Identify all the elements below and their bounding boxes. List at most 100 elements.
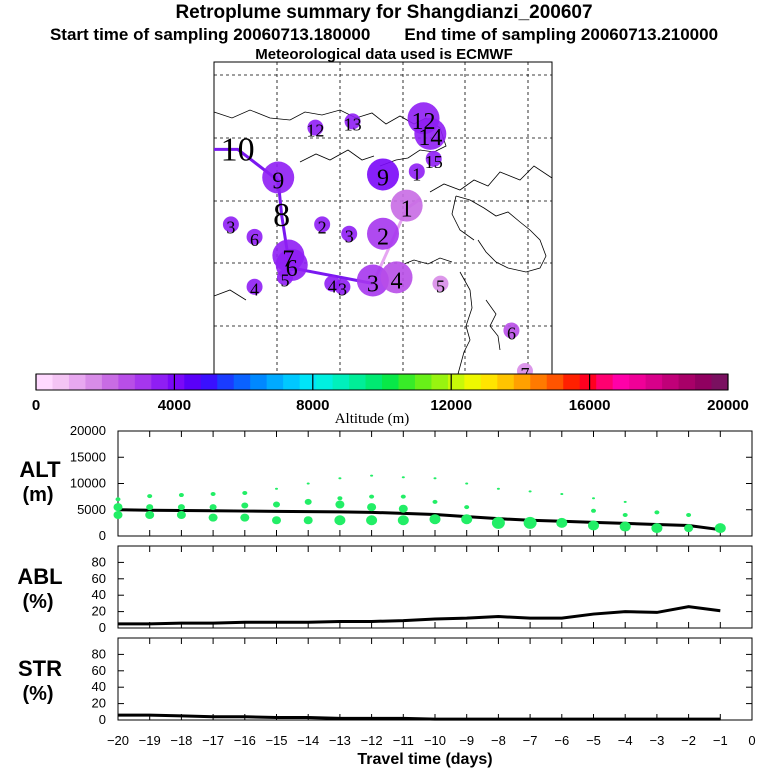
plume-cluster: [341, 225, 358, 242]
altitude-dot: [147, 494, 153, 499]
day-label: 13: [344, 114, 362, 134]
colorbar-ticks: 0 4000 8000 12000 16000 20000: [32, 374, 749, 414]
colorbar-cell: [497, 374, 515, 390]
colorbar-cell: [382, 374, 399, 390]
altitude-dot: [397, 515, 409, 526]
altitude-dot: [654, 510, 660, 515]
altitude-dot: [146, 504, 154, 511]
colorbar-cell: [52, 374, 70, 390]
altitude-dot: [335, 500, 345, 509]
x-tick-label: −9: [459, 733, 474, 748]
colorbar-cell: [283, 374, 301, 390]
altitude-dot: [115, 497, 121, 502]
altitude-dot: [684, 524, 694, 533]
altitude-dot: [241, 502, 249, 509]
altitude-dot: [432, 499, 438, 504]
colorbar-cell: [662, 374, 680, 390]
altitude-dot: [177, 504, 185, 511]
day-label: 1: [401, 197, 413, 223]
y-tick-label: 60: [92, 663, 106, 678]
altitude-dot: [592, 497, 595, 500]
day-label: 6: [286, 256, 298, 282]
colorbar-cell: [398, 374, 416, 390]
panel-unit-label: (%): [22, 591, 53, 613]
x-tick-label: −14: [297, 733, 319, 748]
plume-cluster: [503, 322, 520, 339]
series-line: [118, 713, 721, 721]
colorbar-cell: [151, 374, 169, 390]
colorbar-tick-label: 8000: [296, 397, 329, 414]
end-time-label: End time of sampling 20060713.210000: [404, 25, 719, 44]
day-label: 2: [318, 217, 327, 237]
start-time-label: Start time of sampling 20060713.180000: [49, 25, 371, 44]
day-label: 6: [507, 323, 516, 343]
colorbar-cell: [266, 374, 284, 390]
series-line: [117, 508, 721, 532]
colorbar-cell: [513, 374, 531, 390]
day-label: 14: [418, 125, 442, 151]
colorbar-cell: [184, 374, 202, 390]
y-tick-label: 15000: [70, 449, 106, 464]
altitude-dot: [400, 494, 406, 499]
altitude-dot: [591, 508, 596, 513]
altitude-dot: [686, 513, 692, 517]
plume-cluster: [276, 269, 293, 286]
plume-cluster: [246, 228, 263, 245]
colorbar-cell: [101, 374, 119, 390]
plume-cluster: [262, 161, 295, 194]
y-tick-label: 40: [92, 679, 106, 694]
x-tick-label: −16: [234, 733, 256, 748]
x-tick-label: −1: [713, 733, 728, 748]
y-tick-label: 5000: [77, 502, 106, 517]
colorbar-cell: [299, 374, 317, 390]
x-tick-label: −10: [424, 733, 446, 748]
colorbar-tick-label: 16000: [569, 397, 611, 414]
panel-alt: 0 5000 10000 15000 20000 ALT(m): [19, 423, 753, 543]
colorbar-cell: [695, 374, 713, 390]
y-tick-label: 10000: [70, 476, 106, 491]
altitude-dot: [398, 504, 408, 513]
x-tick-label: −17: [202, 733, 224, 748]
plume-cluster: [314, 216, 331, 233]
altitude-dot: [334, 515, 346, 526]
day-label: 4: [328, 277, 337, 297]
altitude-dot: [464, 505, 470, 510]
colorbar-cell: [546, 374, 564, 390]
altitude-dot: [275, 487, 278, 490]
day-label: 4: [391, 268, 403, 294]
y-tick-label: 80: [92, 646, 106, 661]
day-label: 12: [306, 121, 324, 141]
altitude-dot: [619, 521, 631, 532]
altitude-dot: [240, 513, 250, 522]
colorbar-cell: [612, 374, 630, 390]
day-label: 9: [272, 168, 284, 194]
colorbar-cell: [332, 374, 350, 390]
y-tick-label: 20: [92, 604, 106, 619]
map-coastlines: [213, 109, 553, 375]
x-tick-label: −6: [554, 733, 569, 748]
plume-cluster: [380, 261, 413, 294]
day-label: 9: [377, 165, 389, 191]
altitude-dot: [338, 477, 342, 480]
day-label: 3: [226, 217, 235, 237]
panel-frame: [117, 637, 753, 721]
x-tick-label: −11: [393, 733, 414, 748]
altitude-dot: [429, 514, 441, 525]
colorbar-cell: [629, 374, 647, 390]
colorbar-cell: [85, 374, 103, 390]
colorbar-tick-label: 20000: [707, 397, 749, 414]
y-tick-label: 20: [92, 696, 106, 711]
altitude-dot: [273, 501, 280, 508]
x-tick-label: −20: [107, 733, 129, 748]
colorbar-cell: [118, 374, 136, 390]
plume-cluster: [344, 113, 361, 130]
day-label: 5: [280, 270, 289, 290]
colorbar-cell: [678, 374, 696, 390]
y-tick-label: 20000: [70, 423, 106, 438]
colorbar-cell: [431, 374, 449, 390]
colorbar-cell: [711, 374, 729, 390]
